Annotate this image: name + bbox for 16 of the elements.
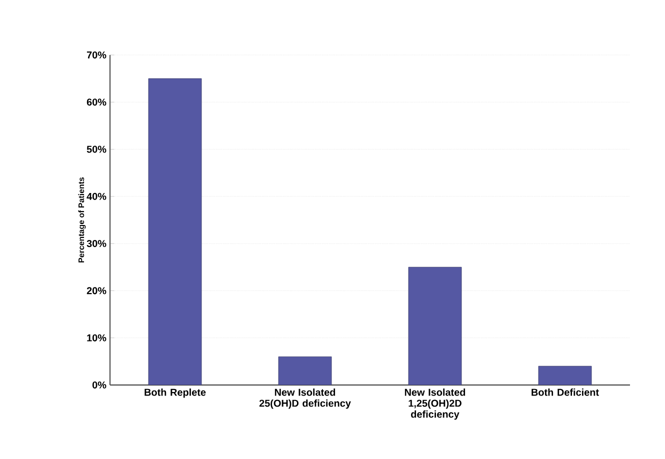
y-tick-label: 30% xyxy=(86,240,106,248)
y-tick-label: 20% xyxy=(86,287,106,294)
y-tick-label: 50% xyxy=(86,146,106,153)
bar xyxy=(408,266,462,385)
y-tick-label: 70% xyxy=(86,51,106,59)
y-tick-label: 40% xyxy=(86,192,106,200)
x-tick-label: Both Deficient xyxy=(532,388,599,396)
x-tick-label: New Isolated 1,25(OH)2D deficiency xyxy=(404,388,466,420)
y-tick-label: 60% xyxy=(86,98,106,106)
bar xyxy=(538,366,592,385)
bar xyxy=(278,356,332,385)
y-tick-label: 10% xyxy=(87,334,106,342)
bar xyxy=(148,78,202,385)
x-tick-label: New Isolated 25(OH)D deficiency xyxy=(259,388,351,409)
y-tick-label: 0% xyxy=(92,381,106,389)
x-tick-label: Both Replete xyxy=(144,388,206,398)
